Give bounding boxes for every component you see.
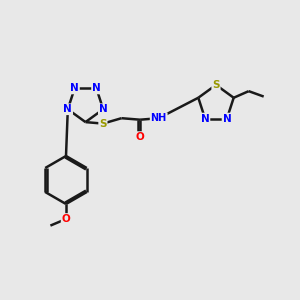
Text: N: N	[99, 104, 108, 114]
Text: S: S	[99, 118, 107, 129]
Text: S: S	[212, 80, 220, 90]
Text: O: O	[136, 132, 145, 142]
Text: N: N	[92, 83, 101, 94]
Text: N: N	[70, 83, 79, 94]
Text: N: N	[223, 113, 231, 124]
Text: O: O	[61, 214, 70, 224]
Text: NH: NH	[151, 113, 167, 123]
Text: N: N	[201, 113, 209, 124]
Text: N: N	[63, 104, 72, 114]
